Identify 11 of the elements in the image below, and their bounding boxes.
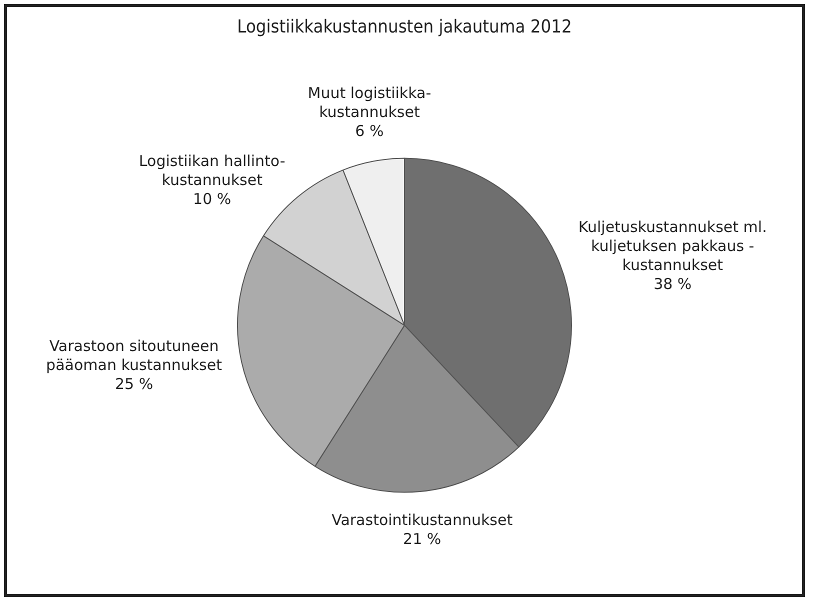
chart-title: Logistiikkakustannusten jakautuma 2012 xyxy=(237,16,572,38)
data-label: 10 % xyxy=(193,190,232,208)
slice-label: Varastoon sitoutuneen pääoman kustannukset xyxy=(46,336,222,374)
slice-label: Varastointikustannukset xyxy=(332,510,513,529)
slice-label: Logistiikan hallinto- kustannukset xyxy=(138,152,286,190)
data-label: 6 % xyxy=(355,122,384,140)
slice-label: Kuljetuskustannukset ml. kuljetuksen pakkaus - kustannukset xyxy=(578,218,767,274)
slice-label: Muut logistiikka- kustannukset xyxy=(308,84,432,121)
data-label: 38 % xyxy=(654,274,692,293)
data-label: 25 % xyxy=(114,374,154,393)
data-label: 21 % xyxy=(403,530,442,548)
